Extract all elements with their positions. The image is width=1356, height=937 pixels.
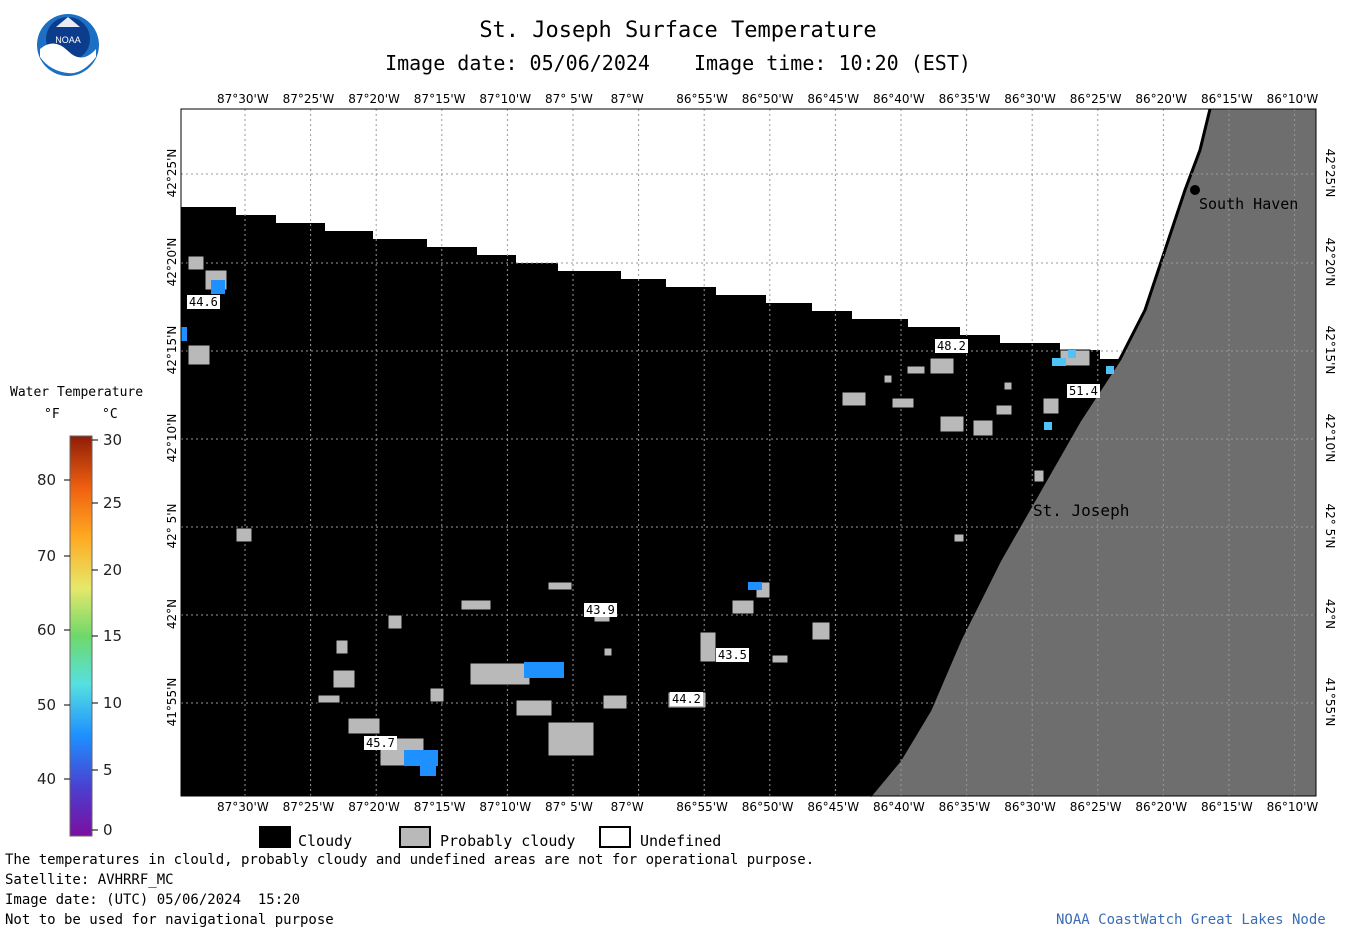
coastline — [868, 108, 1212, 797]
longitude-label-top: 86°25'W — [1069, 92, 1122, 106]
longitude-label-bottom: 86°15'W — [1201, 800, 1253, 814]
graticule — [181, 109, 1316, 796]
longitude-label-top: 87°30'W — [217, 92, 269, 106]
latitude-label-right: 42°15'N — [1323, 325, 1337, 375]
fahrenheit-tick: 40 — [37, 770, 57, 788]
latitude-label-left: 42°10'N — [165, 413, 179, 463]
temp-label: 51.4 — [1067, 384, 1100, 398]
city-marker-south-haven — [1190, 185, 1200, 195]
footer-satellite: Satellite: AVHRRF_MC — [5, 872, 174, 888]
longitude-label-top: 87°20'W — [348, 92, 400, 106]
footer-credit: NOAA CoastWatch Great Lakes Node — [1056, 912, 1326, 928]
legend-title: Water Temperature — [10, 385, 144, 400]
key-probably-cloudy-swatch — [399, 826, 431, 848]
celsius-tick: 30 — [103, 431, 123, 449]
longitude-label-top: 87°15'W — [413, 92, 466, 106]
image-date: Image date: 05/06/2024 — [385, 51, 650, 75]
longitude-label-bottom: 86°50'W — [741, 800, 794, 814]
longitude-label-top: 86°20'W — [1135, 92, 1188, 106]
longitude-label-bottom: 87°W — [610, 800, 644, 814]
latitude-label-right: 42°N — [1323, 598, 1337, 630]
latitude-label-right: 42°25'N — [1323, 148, 1337, 198]
celsius-tick: 0 — [103, 821, 113, 839]
longitude-label-top: 86°45'W — [807, 92, 860, 106]
longitude-label-bottom: 86°55'W — [676, 800, 728, 814]
color-scale — [64, 435, 98, 837]
page-title: St. Joseph Surface Temperature — [479, 18, 877, 43]
fahrenheit-tick: 70 — [37, 547, 57, 565]
cloudy-area — [181, 207, 1120, 796]
longitude-label-bottom: 86°20'W — [1135, 800, 1188, 814]
footer-note: The temperatures in clould, probably clo… — [5, 852, 815, 868]
fahrenheit-tick: 80 — [37, 471, 57, 489]
latitude-label-right: 41°55'N — [1323, 677, 1337, 727]
water-temperature-pixels — [181, 280, 1114, 776]
longitude-label-top: 86°15'W — [1201, 92, 1253, 106]
temp-label: 48.2 — [935, 339, 968, 353]
longitude-label-bottom: 87°25'W — [282, 800, 335, 814]
longitude-label-bottom: 87°20'W — [348, 800, 400, 814]
longitude-label-top: 86°50'W — [741, 92, 794, 106]
key-undefined-label: Undefined — [640, 832, 722, 850]
celsius-tick: 10 — [103, 694, 123, 712]
image-datetime: Image date: 05/06/2024 Image time: 10:20 … — [0, 51, 1356, 75]
city-label-st-joseph: St. Joseph — [1033, 501, 1130, 520]
latitude-label-left: 42° 5'N — [165, 503, 179, 549]
longitude-label-bottom: 87°15'W — [413, 800, 466, 814]
temp-label: 45.7 — [364, 736, 397, 750]
noaa-logo: NOAA — [37, 14, 99, 76]
latitude-label-left: 42°N — [165, 598, 179, 630]
longitude-label-bottom: 86°30'W — [1004, 800, 1056, 814]
longitude-label-top: 86°10'W — [1266, 92, 1319, 106]
map-frame — [180, 108, 1317, 797]
latitude-label-left: 41°55'N — [165, 677, 179, 727]
longitude-label-top: 86°35'W — [938, 92, 991, 106]
footer-utc-date: Image date: (UTC) 05/06/2024 15:20 — [5, 892, 301, 908]
key-cloudy-label: Cloudy — [298, 832, 353, 850]
city-marker-st-joseph — [1030, 485, 1040, 495]
longitude-label-bottom: 86°25'W — [1069, 800, 1122, 814]
temp-label: 44.6 — [187, 295, 220, 309]
latitude-label-left: 42°15'N — [165, 325, 179, 375]
longitude-label-top: 87°25'W — [282, 92, 335, 106]
footer-nav-warning: Not to be used for navigational purpose — [5, 912, 334, 928]
key-undefined-swatch — [599, 826, 631, 848]
celsius-tick: 5 — [103, 761, 113, 779]
latitude-label-left: 42°20'N — [165, 237, 179, 287]
image-time: Image time: 10:20 (EST) — [693, 51, 971, 75]
longitude-label-top: 86°55'W — [676, 92, 728, 106]
celsius-tick: 15 — [103, 627, 123, 645]
longitude-label-bottom: 86°35'W — [938, 800, 991, 814]
legend-unit-c: °C — [102, 407, 118, 422]
longitude-label-top: 87°W — [610, 92, 644, 106]
latitude-label-left: 42°25'N — [165, 148, 179, 198]
land-area — [870, 109, 1316, 796]
fahrenheit-tick: 50 — [37, 696, 57, 714]
longitude-label-top: 86°30'W — [1004, 92, 1056, 106]
latitude-label-right: 42° 5'N — [1323, 503, 1337, 549]
temp-label: 44.2 — [670, 692, 703, 706]
longitude-label-bottom: 87° 5'W — [545, 800, 593, 814]
legend-unit-f: °F — [44, 407, 60, 422]
temp-label: 43.9 — [584, 603, 617, 617]
longitude-label-bottom: 86°10'W — [1266, 800, 1319, 814]
celsius-tick: 20 — [103, 561, 123, 579]
longitude-label-bottom: 86°40'W — [873, 800, 925, 814]
celsius-tick: 25 — [103, 494, 123, 512]
longitude-label-bottom: 86°45'W — [807, 800, 860, 814]
key-probably-cloudy-label: Probably cloudy — [440, 832, 576, 850]
temp-label: 43.5 — [716, 648, 749, 662]
fahrenheit-tick: 60 — [37, 621, 57, 639]
longitude-label-top: 87° 5'W — [545, 92, 593, 106]
longitude-label-top: 86°40'W — [873, 92, 925, 106]
latitude-label-right: 42°20'N — [1323, 237, 1337, 287]
logo-text: NOAA — [55, 35, 81, 45]
longitude-label-bottom: 87°10'W — [479, 800, 532, 814]
key-cloudy-swatch — [259, 826, 291, 848]
latitude-label-right: 42°10'N — [1323, 413, 1337, 463]
longitude-label-top: 87°10'W — [479, 92, 532, 106]
longitude-label-bottom: 87°30'W — [217, 800, 269, 814]
city-label-south-haven: South Haven — [1199, 195, 1299, 213]
